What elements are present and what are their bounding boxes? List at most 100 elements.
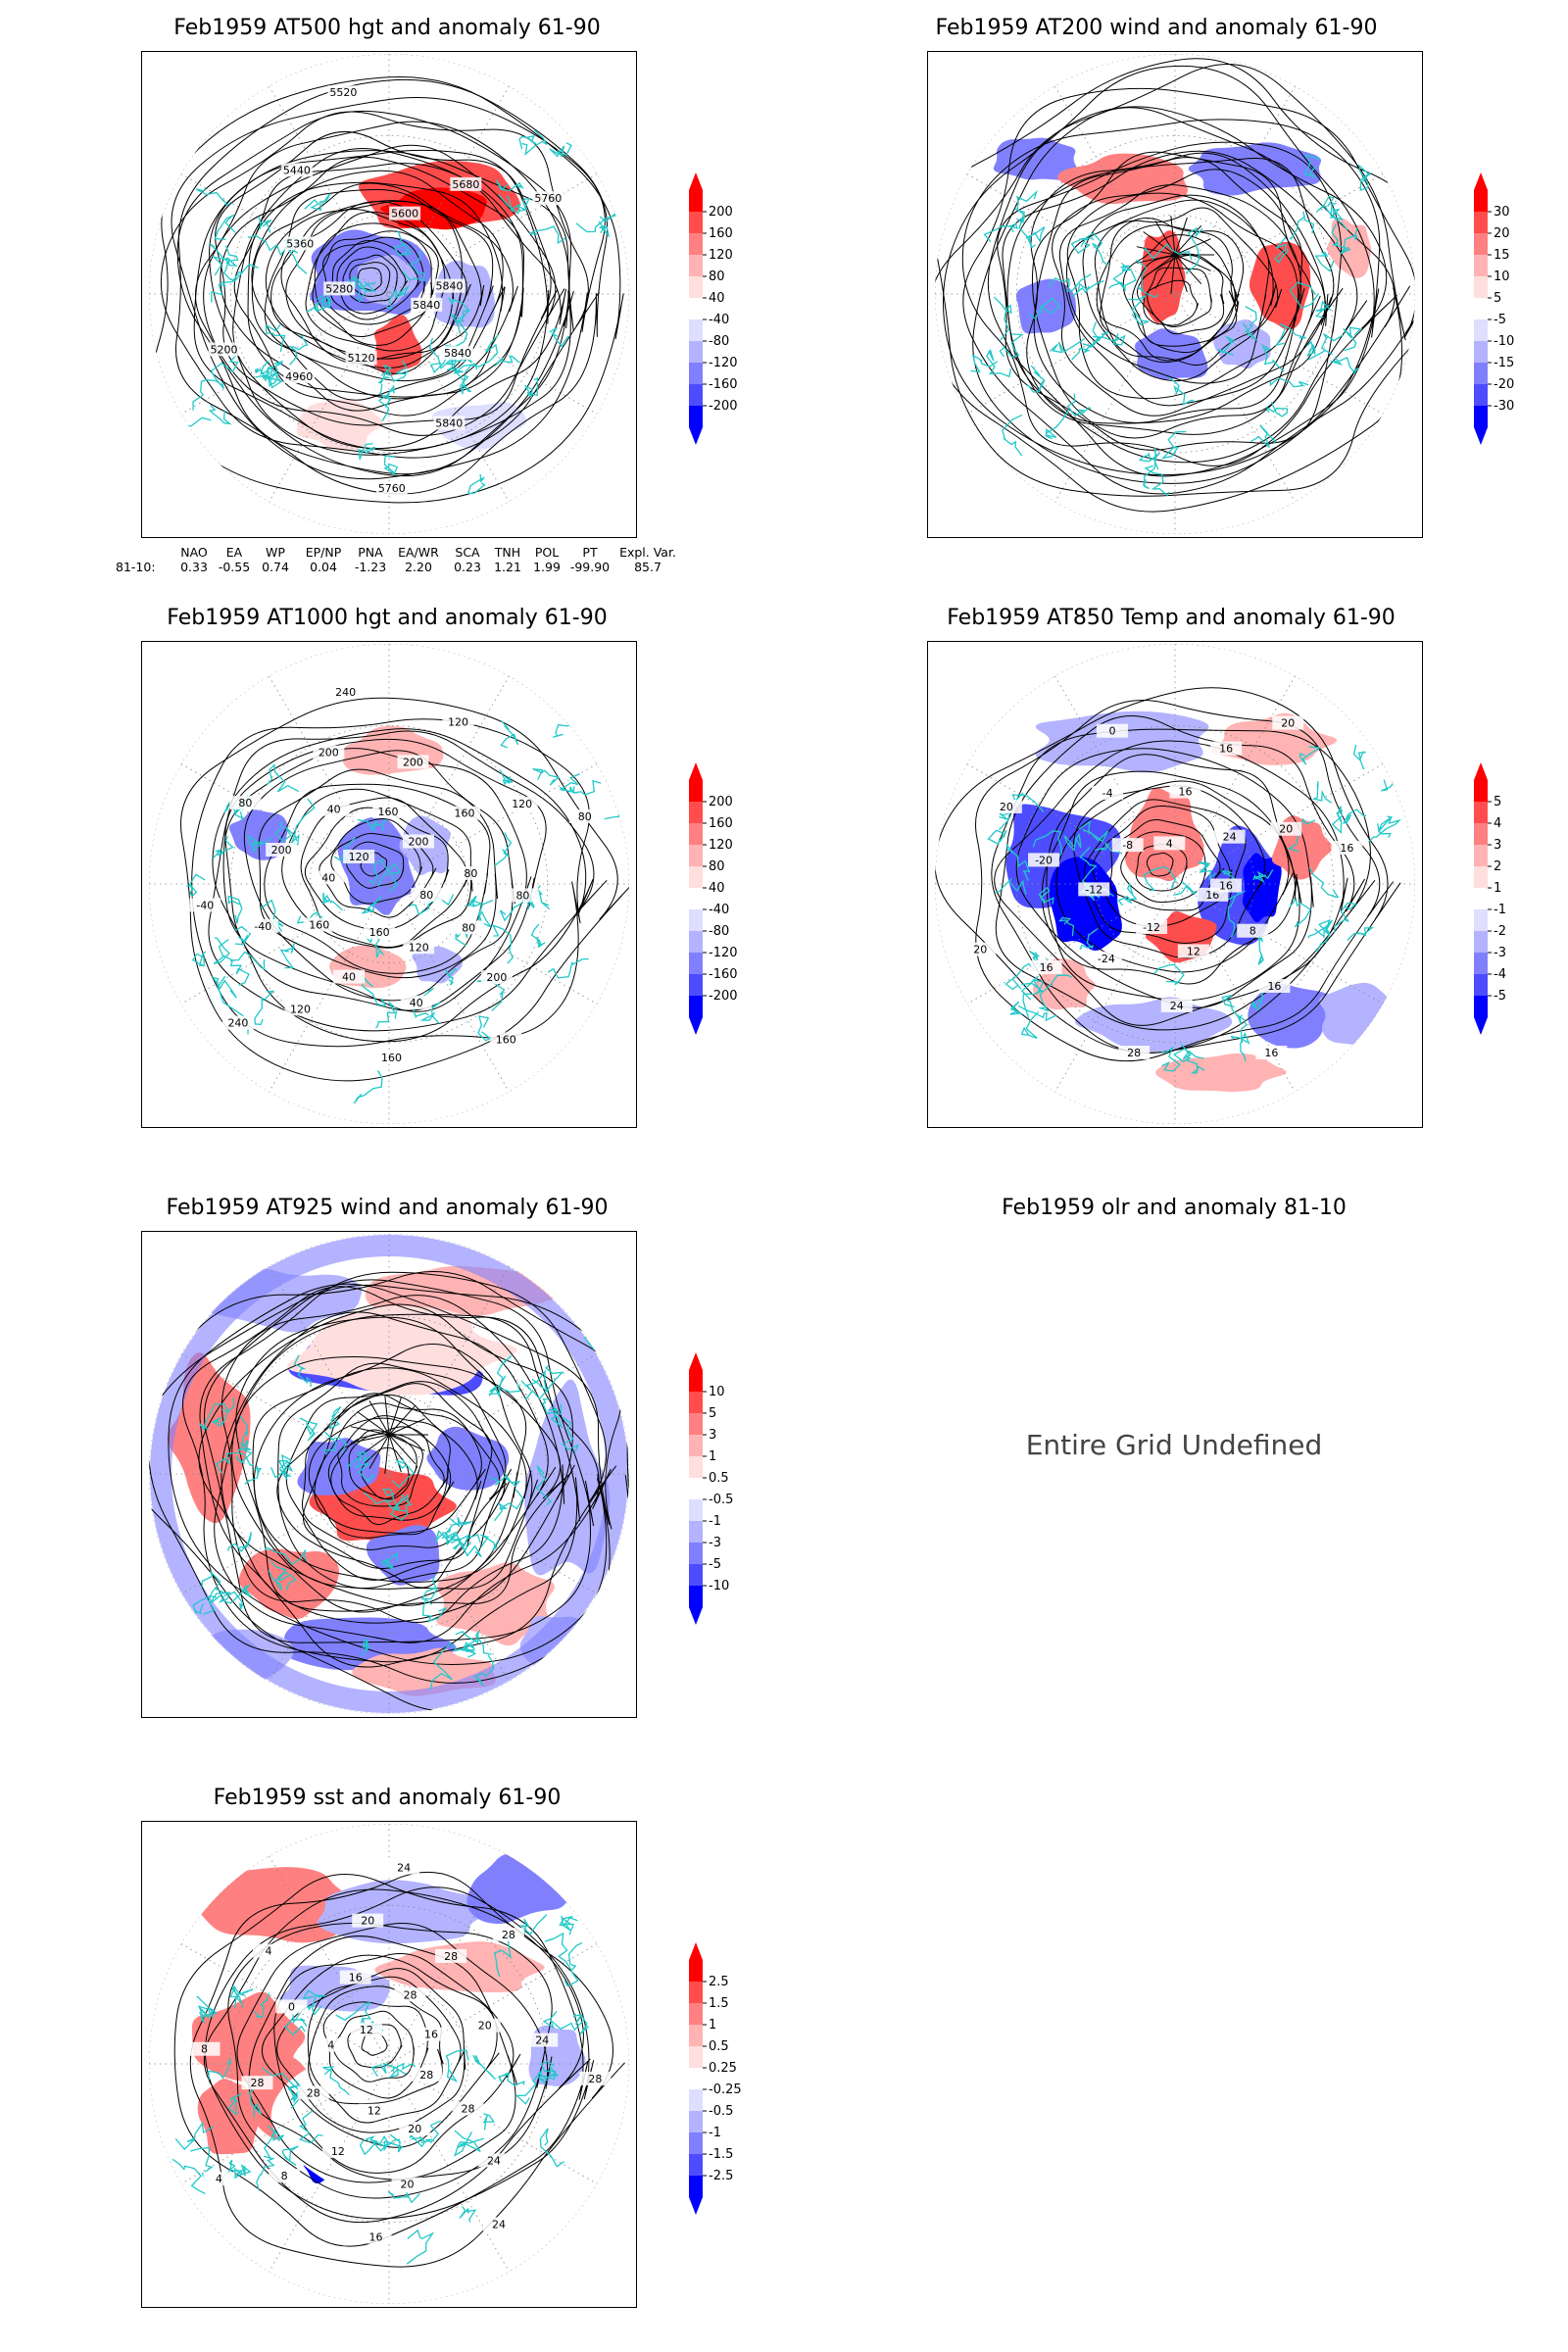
contour-label: 80 [578, 810, 592, 823]
map-canvas [149, 1234, 629, 1714]
colorbar-label: -0.5 [709, 2104, 733, 2119]
contour-label: 200 [408, 836, 428, 849]
coastline [1226, 894, 1238, 938]
contour-label: 160 [309, 919, 329, 932]
coastline [186, 873, 206, 898]
coastline [401, 250, 425, 282]
contour-label: 160 [369, 926, 390, 939]
colorbar-swatch [689, 1392, 703, 1413]
map-canvas: 28 28 24 24 20 20 16 12 12 8 4 28 28 8 4 0 4 12 16 20 24 28 28… [149, 1824, 629, 2304]
contour-line [1135, 843, 1188, 892]
coastline [268, 1560, 287, 1591]
coastline [548, 1405, 564, 1429]
contour-label: 240 [227, 1017, 248, 1030]
coastline [1307, 333, 1344, 361]
coastline [283, 2017, 308, 2036]
coastline [460, 374, 472, 395]
anomaly-region [297, 1438, 381, 1495]
coastline [364, 931, 385, 958]
colorbar-label: 120 [709, 838, 733, 853]
coastline [1002, 414, 1023, 457]
contour-label: 28 [251, 2077, 265, 2089]
coastline [1128, 295, 1150, 325]
colorbar-swatch [689, 1543, 703, 1564]
contour-label: 5840 [444, 347, 471, 360]
colorbar-swatch [689, 931, 703, 953]
map-at200 [927, 51, 1423, 538]
colorbar-swatch [1474, 233, 1488, 255]
coastline [1080, 232, 1108, 266]
colorbar-label: -0.5 [709, 1493, 733, 1507]
meridian-line [269, 675, 510, 1093]
colorbar-swatch [689, 212, 703, 233]
colorbar-swatch [689, 2025, 703, 2046]
coastline [1066, 393, 1092, 417]
coastline [1368, 815, 1402, 843]
coastline [1314, 300, 1332, 318]
coastline [461, 1534, 482, 1557]
streamline [987, 106, 1397, 466]
coastline [564, 1941, 583, 1987]
coastline [1045, 409, 1070, 440]
streamline [1170, 254, 1176, 294]
coastline [419, 1002, 441, 1024]
contour-label: 5840 [436, 280, 464, 293]
streamline [1082, 194, 1277, 382]
coastline [1289, 211, 1315, 240]
colorbar-swatch [689, 1370, 703, 1392]
colorbar-label: 0.5 [709, 1471, 729, 1486]
coastline [1071, 343, 1097, 361]
coastline [552, 721, 593, 740]
contour-label: -12 [1143, 921, 1160, 934]
index-row-label: 81-10: [116, 560, 156, 574]
coastline [572, 2013, 590, 2035]
coastline [383, 455, 399, 476]
panel-title-olr: Feb1959 olr and anomaly 81-10 [1002, 1196, 1347, 1220]
colorbar-label: 40 [709, 881, 725, 896]
coastline [265, 1545, 308, 1566]
coastline [482, 2112, 496, 2131]
coastline [1079, 928, 1098, 950]
coastline [514, 2070, 543, 2105]
coastline [213, 937, 230, 965]
coastline [539, 2128, 564, 2168]
colorbar-label: 3 [709, 1428, 716, 1443]
coastline [390, 1494, 413, 1521]
coastline [445, 310, 470, 348]
coastline [191, 951, 207, 967]
coastline [391, 1457, 416, 1489]
anomaly-region [1035, 710, 1209, 773]
anomaly-region [167, 1352, 251, 1524]
colorbar-arrow-bottom [689, 427, 703, 445]
colorbar-canvas: 30 20 15 10 5 -5 -10 -15 -20 -30 [1474, 172, 1514, 445]
streamline [997, 141, 1343, 451]
colorbar-label: -40 [709, 903, 729, 917]
colorbar-swatch [689, 802, 703, 823]
coastline [222, 1584, 252, 1604]
coastline [1144, 243, 1193, 261]
coastline [542, 1397, 563, 1415]
contour-label: 5280 [325, 282, 353, 295]
coastline [542, 2010, 585, 2032]
meridian-line [966, 173, 1384, 415]
colorbar-swatch [689, 233, 703, 255]
colorbar-swatch [1474, 341, 1488, 363]
contour-line [304, 807, 450, 931]
coastline [524, 1365, 564, 1400]
contour-label: 5360 [286, 237, 314, 250]
contour-label: 5440 [283, 164, 311, 176]
colorbar-at850: 5 4 3 2 1 -1 -2 -3 -4 -5 [1474, 762, 1552, 1037]
coastline [493, 1489, 524, 1522]
coastline [532, 767, 561, 786]
coastline [429, 1642, 458, 1690]
contour-line [273, 1953, 521, 2174]
coastline [1343, 326, 1362, 352]
contour-line [251, 182, 518, 400]
contour-line [220, 156, 525, 412]
meridian-line [269, 1265, 510, 1683]
anomaly-region [1015, 278, 1077, 334]
colorbar-label: -1 [709, 1514, 721, 1529]
colorbar-label: 1 [709, 1449, 716, 1464]
coastline [1135, 259, 1158, 299]
colorbar-swatch [1474, 384, 1488, 406]
